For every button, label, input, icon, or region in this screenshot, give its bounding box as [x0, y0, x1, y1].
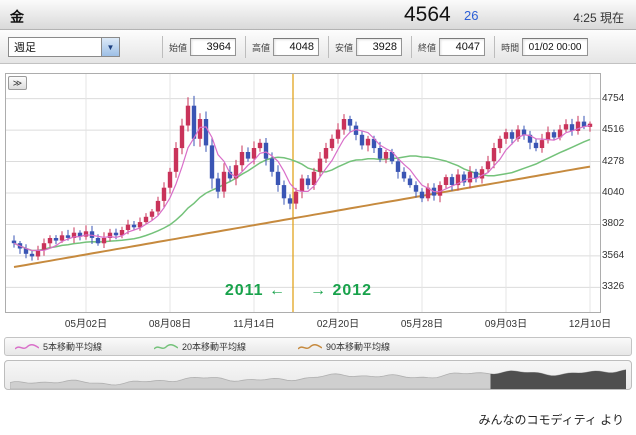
- source-credit: みんなのコモディティ より: [478, 413, 624, 427]
- instrument-name: 金: [10, 9, 24, 25]
- y-tick-label: 3326: [602, 281, 625, 293]
- y-tick-label: 4040: [602, 187, 625, 198]
- timeframe-value: 週足: [14, 42, 36, 54]
- y-axis-labels: 3326 3564 3802 4040 4278 4516 4754: [602, 0, 636, 435]
- low-value: 3928: [356, 38, 403, 56]
- x-tick-label: 09月03日: [484, 319, 528, 330]
- timeframe-select[interactable]: 週足 ▼: [8, 37, 120, 57]
- low-label: 安値: [335, 42, 354, 53]
- field-separator: [245, 36, 247, 58]
- y-tick-label: 4754: [602, 92, 625, 104]
- ma20-line-icon: [154, 343, 179, 350]
- legend-item-ma5: 5本移動平均線: [15, 340, 102, 353]
- candlestick-plot[interactable]: [6, 74, 600, 312]
- chart-navigator[interactable]: [4, 360, 632, 390]
- open-label: 始値: [169, 42, 188, 53]
- x-tick-label: 12月10日: [568, 319, 612, 330]
- ohlc-summary: 始値 3964 高値 4048 安値 3928 終値 4047 時間 01/02…: [162, 36, 597, 58]
- y-tick-label: 3564: [602, 249, 625, 261]
- x-tick-label: 02月20日: [316, 319, 360, 330]
- close-value: 4047: [439, 38, 486, 56]
- field-separator: [494, 36, 496, 58]
- ma90-line-icon: [298, 343, 323, 350]
- year-annotation-2011: 2011 ←: [224, 282, 286, 299]
- legend-item-ma90: 90本移動平均線: [298, 340, 390, 353]
- open-value: 3964: [190, 38, 237, 56]
- x-tick-label: 05月28日: [400, 319, 444, 330]
- year-annotation-2012: → 2012: [310, 282, 373, 299]
- legend-item-ma20: 20本移動平均線: [154, 340, 246, 353]
- y-tick-label: 4516: [602, 124, 625, 136]
- price-change: 26: [464, 8, 479, 23]
- high-value: 4048: [273, 38, 320, 56]
- field-separator: [328, 36, 330, 58]
- field-separator: [162, 36, 163, 58]
- x-tick-label: 11月14日: [233, 319, 275, 330]
- legend-label: 5本移動平均線: [43, 342, 103, 352]
- quote-time: 4:25 現在: [573, 11, 624, 25]
- ma5-line-icon: [15, 343, 39, 350]
- navigator-minimap[interactable]: [10, 363, 626, 389]
- high-label: 高値: [252, 42, 271, 53]
- x-axis-labels: 05月02日 08月08日 11月14日 02月20日 05月28日 09月03日 12月1…: [0, 315, 636, 330]
- ma-legend: 5本移動平均線 20本移動平均線 90本移動平均線: [4, 337, 632, 356]
- x-tick-label: 05月02日: [64, 319, 108, 330]
- current-price: 4564: [404, 3, 451, 26]
- x-tick-label: 08月08日: [148, 319, 192, 330]
- dropdown-arrow-icon[interactable]: ▼: [101, 38, 119, 56]
- legend-label: 20本移動平均線: [182, 342, 247, 352]
- price-chart[interactable]: ≫ 2011 ← → 2012: [5, 73, 601, 313]
- legend-label: 90本移動平均線: [326, 342, 391, 352]
- expand-panel-button[interactable]: ≫: [8, 76, 27, 90]
- y-tick-label: 4278: [602, 155, 625, 167]
- title-bar: [0, 0, 636, 30]
- y-tick-label: 3802: [602, 218, 625, 230]
- close-label: 終値: [418, 42, 437, 53]
- time-value: 01/02 00:00: [522, 38, 589, 56]
- field-separator: [411, 36, 413, 58]
- time-label: 時間: [501, 42, 520, 53]
